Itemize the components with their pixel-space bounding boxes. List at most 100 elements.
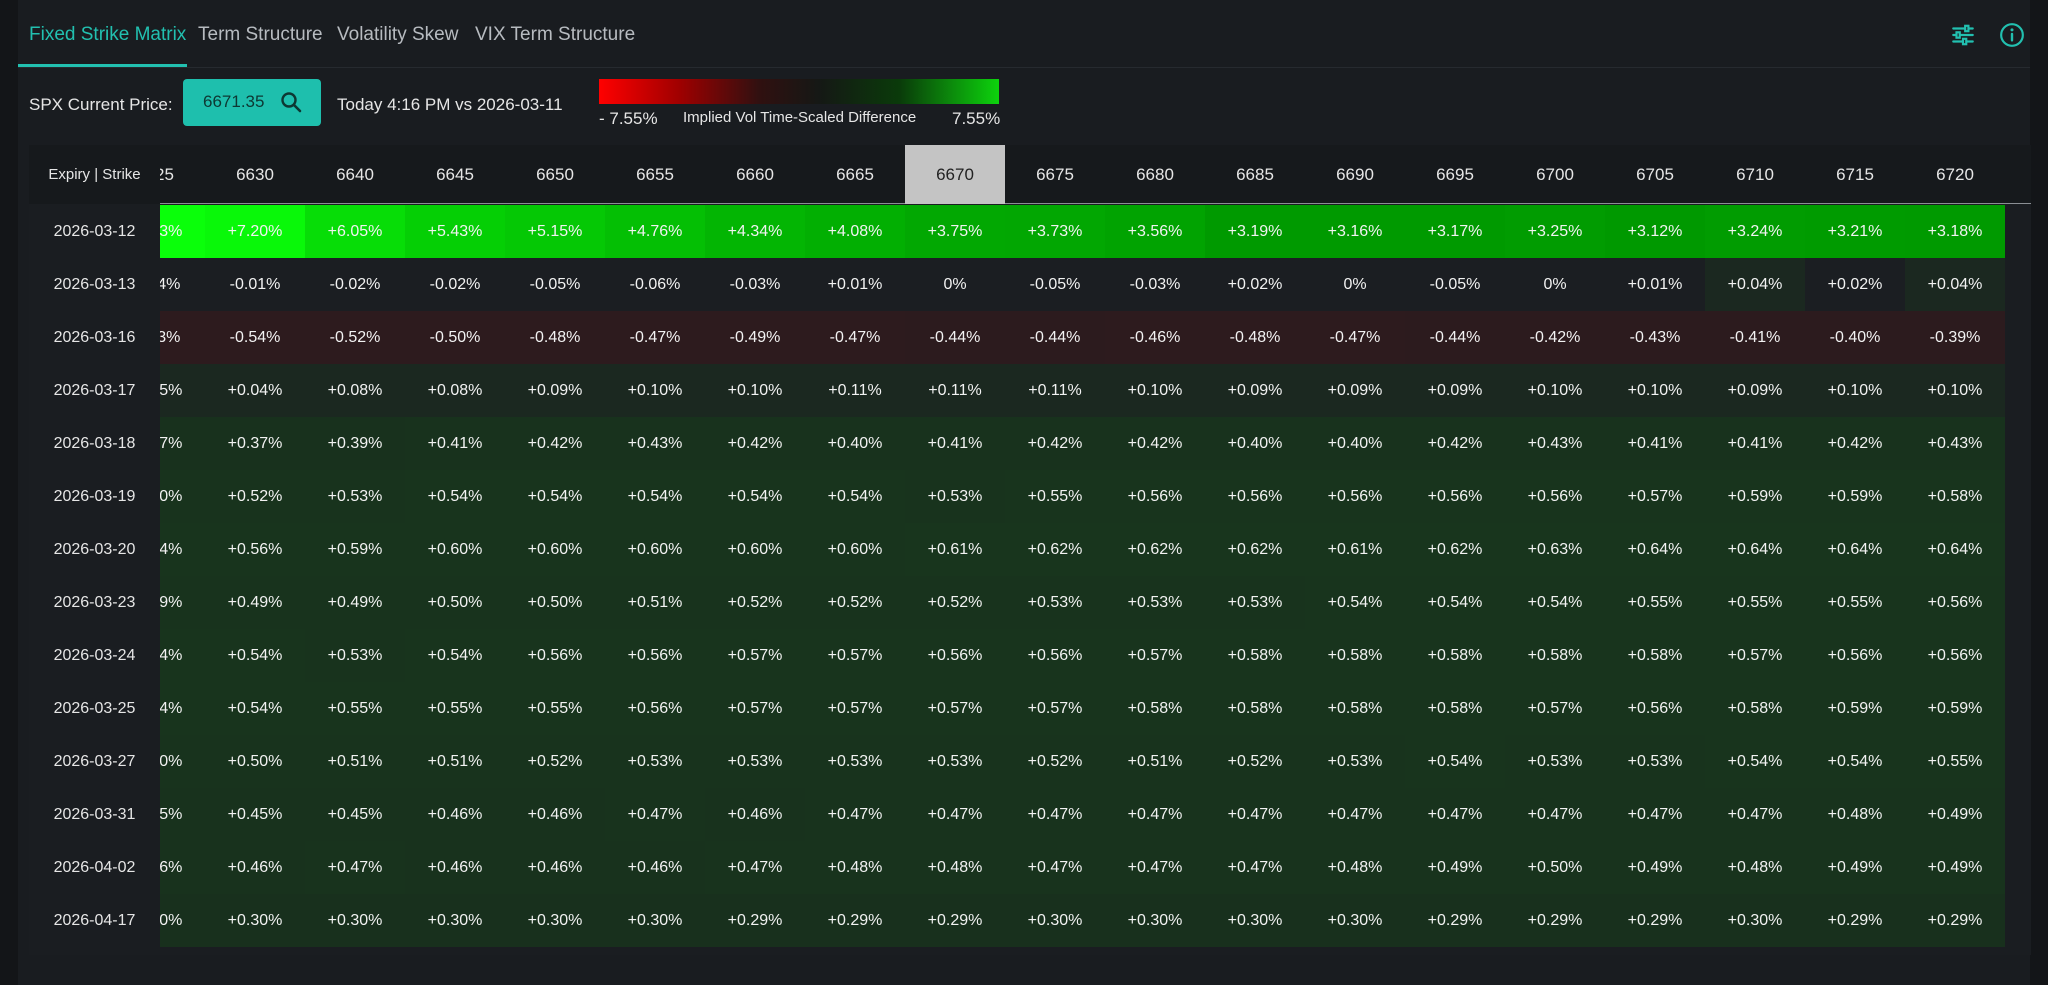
- matrix-cell[interactable]: +0.29%: [805, 894, 905, 947]
- matrix-cell[interactable]: +0.47%: [905, 788, 1005, 841]
- tab-volatility-skew[interactable]: Volatility Skew: [337, 24, 459, 45]
- matrix-cell[interactable]: +0.10%: [605, 364, 705, 417]
- matrix-cell[interactable]: +0.45%: [205, 788, 305, 841]
- matrix-cell[interactable]: +0.57%: [1505, 682, 1605, 735]
- matrix-cell[interactable]: -0.53%: [160, 311, 205, 364]
- matrix-cell[interactable]: +0.05%: [160, 364, 205, 417]
- matrix-cell[interactable]: +0.56%: [1905, 576, 2005, 629]
- matrix-cell[interactable]: +0.50%: [160, 470, 205, 523]
- matrix-cell[interactable]: +0.56%: [205, 523, 305, 576]
- matrix-cell[interactable]: +0.47%: [1005, 841, 1105, 894]
- matrix-cell[interactable]: +4.08%: [805, 205, 905, 258]
- strike-header[interactable]: 6705: [1636, 164, 1674, 184]
- matrix-cell[interactable]: +0.49%: [1405, 841, 1505, 894]
- matrix-cell[interactable]: +3.21%: [1805, 205, 1905, 258]
- matrix-cell[interactable]: +0.56%: [905, 629, 1005, 682]
- matrix-cell[interactable]: +0.61%: [905, 523, 1005, 576]
- matrix-cell[interactable]: +0.41%: [905, 417, 1005, 470]
- matrix-cell[interactable]: +0.54%: [505, 470, 605, 523]
- matrix-cell[interactable]: +0.58%: [1205, 682, 1305, 735]
- strike-header[interactable]: 6675: [1036, 164, 1074, 184]
- matrix-cell[interactable]: +0.43%: [1505, 417, 1605, 470]
- matrix-cell[interactable]: +0.45%: [305, 788, 405, 841]
- matrix-cell[interactable]: +0.11%: [1005, 364, 1105, 417]
- matrix-cell[interactable]: +0.58%: [1605, 629, 1705, 682]
- matrix-cell[interactable]: +0.29%: [905, 894, 1005, 947]
- matrix-cell[interactable]: +0.56%: [505, 629, 605, 682]
- matrix-cell[interactable]: +0.30%: [305, 894, 405, 947]
- matrix-cell[interactable]: -0.02%: [405, 258, 505, 311]
- matrix-cell[interactable]: +0.10%: [1505, 364, 1605, 417]
- matrix-cell[interactable]: +0.49%: [1905, 788, 2005, 841]
- matrix-cell[interactable]: +0.51%: [1105, 735, 1205, 788]
- matrix-cell[interactable]: +0.29%: [1605, 894, 1705, 947]
- matrix-cell[interactable]: +0.54%: [160, 629, 205, 682]
- matrix-cell[interactable]: +0.61%: [1305, 523, 1405, 576]
- price-search-button[interactable]: 6671.35: [183, 79, 321, 126]
- matrix-cell[interactable]: +0.64%: [1805, 523, 1905, 576]
- matrix-cell[interactable]: +0.30%: [405, 894, 505, 947]
- matrix-cell[interactable]: +0.58%: [1705, 682, 1805, 735]
- matrix-cell[interactable]: +0.58%: [1405, 629, 1505, 682]
- matrix-cell[interactable]: +0.30%: [1705, 894, 1805, 947]
- matrix-cell[interactable]: +0.10%: [1605, 364, 1705, 417]
- matrix-cell[interactable]: +0.56%: [605, 682, 705, 735]
- matrix-cell[interactable]: +0.47%: [1605, 788, 1705, 841]
- matrix-cell[interactable]: +0.57%: [905, 682, 1005, 735]
- matrix-cell[interactable]: -0.49%: [705, 311, 805, 364]
- matrix-cell[interactable]: +0.57%: [805, 629, 905, 682]
- matrix-cell[interactable]: +0.43%: [1905, 417, 2005, 470]
- strike-header[interactable]: 6710: [1736, 164, 1774, 184]
- matrix-cell[interactable]: +0.64%: [1605, 523, 1705, 576]
- matrix-cell[interactable]: +0.54%: [405, 470, 505, 523]
- matrix-cell[interactable]: +0.54%: [1505, 576, 1605, 629]
- matrix-cell[interactable]: +0.41%: [1705, 417, 1805, 470]
- matrix-cell[interactable]: -0.02%: [305, 258, 405, 311]
- matrix-cell[interactable]: +0.52%: [905, 576, 1005, 629]
- matrix-cell[interactable]: +0.40%: [1205, 417, 1305, 470]
- matrix-cell[interactable]: +0.55%: [1005, 470, 1105, 523]
- strike-header[interactable]: 6685: [1236, 164, 1274, 184]
- matrix-cell[interactable]: +0.58%: [1505, 629, 1605, 682]
- matrix-cell[interactable]: +0.09%: [1705, 364, 1805, 417]
- matrix-cell[interactable]: +0.60%: [805, 523, 905, 576]
- matrix-cell[interactable]: +4.76%: [605, 205, 705, 258]
- matrix-cell[interactable]: +0.10%: [1905, 364, 2005, 417]
- strike-header[interactable]: 6645: [436, 164, 474, 184]
- matrix-cell[interactable]: +0.54%: [1405, 735, 1505, 788]
- matrix-cell[interactable]: +0.52%: [1005, 735, 1105, 788]
- matrix-cell[interactable]: +0.50%: [205, 735, 305, 788]
- matrix-cell[interactable]: +0.56%: [1205, 470, 1305, 523]
- tab-vix-term-structure[interactable]: VIX Term Structure: [475, 24, 636, 45]
- matrix-cell[interactable]: +0.58%: [1905, 470, 2005, 523]
- matrix-cell[interactable]: +0.30%: [1205, 894, 1305, 947]
- matrix-cell[interactable]: +0.62%: [1005, 523, 1105, 576]
- matrix-cell[interactable]: +0.49%: [205, 576, 305, 629]
- matrix-cell[interactable]: +0.60%: [705, 523, 805, 576]
- matrix-cell[interactable]: +0.50%: [505, 576, 605, 629]
- matrix-cell[interactable]: +0.09%: [1205, 364, 1305, 417]
- matrix-cell[interactable]: +7.73%: [160, 205, 205, 258]
- matrix-cell[interactable]: +0.47%: [605, 788, 705, 841]
- matrix-cell[interactable]: +3.19%: [1205, 205, 1305, 258]
- matrix-cell[interactable]: -0.48%: [505, 311, 605, 364]
- sliders-icon[interactable]: [1950, 22, 1976, 48]
- matrix-cell[interactable]: +0.60%: [605, 523, 705, 576]
- matrix-cell[interactable]: +0.53%: [1605, 735, 1705, 788]
- matrix-cell[interactable]: +7.20%: [205, 205, 305, 258]
- matrix-cell[interactable]: +0.59%: [305, 523, 405, 576]
- matrix-cell[interactable]: +0.53%: [1205, 576, 1305, 629]
- matrix-cell[interactable]: +0.56%: [1105, 470, 1205, 523]
- matrix-cell[interactable]: +5.15%: [505, 205, 605, 258]
- matrix-cell[interactable]: +0.57%: [705, 682, 805, 735]
- matrix-cell[interactable]: +0.56%: [605, 629, 705, 682]
- matrix-cell[interactable]: +0.48%: [905, 841, 1005, 894]
- matrix-cell[interactable]: +0.59%: [1705, 470, 1805, 523]
- matrix-cell[interactable]: +0.40%: [805, 417, 905, 470]
- matrix-cell[interactable]: +0.57%: [1005, 682, 1105, 735]
- matrix-cell[interactable]: +3.56%: [1105, 205, 1205, 258]
- matrix-cell[interactable]: -0.43%: [1605, 311, 1705, 364]
- matrix-cell[interactable]: -0.46%: [1105, 311, 1205, 364]
- matrix-cell[interactable]: +0.46%: [505, 841, 605, 894]
- matrix-cell[interactable]: +0.04%: [205, 364, 305, 417]
